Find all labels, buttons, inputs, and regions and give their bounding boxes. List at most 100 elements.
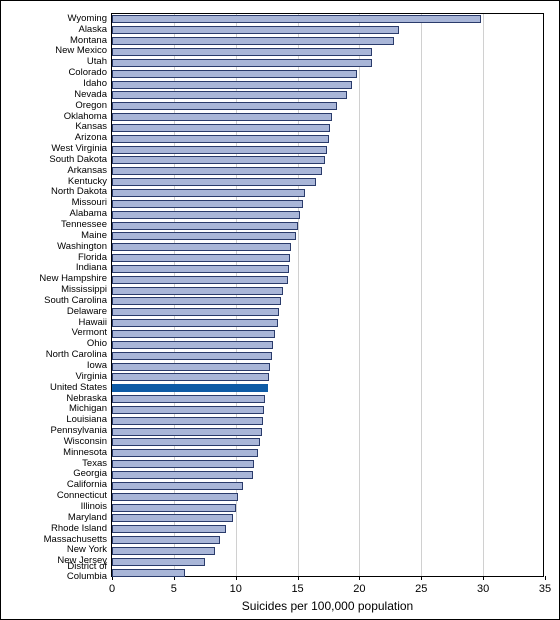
bar (112, 482, 243, 490)
bar (112, 569, 185, 577)
bar (112, 449, 258, 457)
x-tickmark (298, 576, 299, 580)
bar (112, 395, 265, 403)
gridline (359, 14, 360, 576)
y-axis-label: Mississippi (61, 285, 107, 295)
bar (112, 189, 305, 197)
y-axis-label: Rhode Island (51, 524, 107, 534)
gridline (421, 14, 422, 576)
bar (112, 471, 253, 479)
x-axis-title: Suicides per 100,000 population (111, 599, 544, 613)
bar (112, 254, 290, 262)
bar (112, 406, 264, 414)
x-tickmark (545, 576, 546, 580)
chart-container: Suicides per 100,000 population 05101520… (0, 0, 560, 620)
bar (112, 558, 205, 566)
bar (112, 70, 357, 78)
x-tickmark (174, 576, 175, 580)
x-tick-label: 20 (353, 583, 365, 595)
y-axis-label: Florida (78, 253, 107, 263)
bar (112, 373, 269, 381)
x-tick-label: 0 (109, 583, 115, 595)
bar (112, 297, 281, 305)
y-axis-label: Michigan (69, 404, 107, 414)
y-axis-label: Arizona (75, 133, 107, 143)
bar (112, 330, 275, 338)
bar (112, 493, 238, 501)
bar (112, 146, 327, 154)
y-axis-label: Minnesota (63, 448, 107, 458)
bar (112, 525, 226, 533)
y-axis-label: Oklahoma (64, 112, 107, 122)
x-tickmark (359, 576, 360, 580)
bar (112, 91, 347, 99)
bar (112, 211, 300, 219)
bar (112, 536, 220, 544)
bar (112, 124, 330, 132)
bar (112, 232, 296, 240)
y-axis-label: Delaware (67, 307, 107, 317)
bar (112, 15, 481, 23)
y-axis-label: Connecticut (57, 491, 107, 501)
y-axis-label: Texas (82, 459, 107, 469)
x-tick-label: 25 (415, 583, 427, 595)
bar (112, 222, 298, 230)
y-axis-label: Maryland (68, 513, 107, 523)
bar (112, 243, 291, 251)
bar (112, 81, 352, 89)
bar (112, 37, 394, 45)
y-axis-label: New Mexico (55, 46, 107, 56)
x-tick-label: 10 (230, 583, 242, 595)
y-axis-label: Iowa (87, 361, 107, 371)
y-axis-label: Pennsylvania (50, 426, 107, 436)
x-tickmark (421, 576, 422, 580)
bar (112, 265, 289, 273)
bar (112, 59, 372, 67)
y-axis-label: New York (67, 545, 107, 555)
x-tick-label: 35 (539, 583, 551, 595)
bar (112, 26, 399, 34)
y-axis-label: Indiana (76, 263, 107, 273)
bar (112, 48, 372, 56)
y-axis-label: Vermont (72, 328, 107, 338)
y-axis-label: Hawaii (78, 318, 107, 328)
bar (112, 156, 325, 164)
y-axis-label: West Virginia (51, 144, 107, 154)
bar (112, 167, 322, 175)
y-axis-label: North Carolina (46, 350, 107, 360)
y-axis-label: Illinois (81, 502, 107, 512)
gridline (483, 14, 484, 576)
y-axis-label: Colorado (68, 68, 107, 78)
y-axis-label: South Carolina (44, 296, 107, 306)
plot-area (111, 13, 544, 577)
y-axis-label: Kansas (75, 122, 107, 132)
y-axis-label: Maine (81, 231, 107, 241)
y-axis-label: New Hampshire (39, 274, 107, 284)
x-tickmark (236, 576, 237, 580)
y-axis-label: Nebraska (66, 394, 107, 404)
bar (112, 504, 236, 512)
x-tick-label: 30 (477, 583, 489, 595)
bar (112, 352, 272, 360)
bar (112, 276, 288, 284)
bar (112, 438, 260, 446)
y-axis-label: Montana (70, 36, 107, 46)
x-tickmark (112, 576, 113, 580)
y-axis-label: Utah (87, 57, 107, 67)
bar (112, 113, 332, 121)
y-axis-label: Arkansas (67, 166, 107, 176)
bar (112, 308, 279, 316)
y-axis-label: California (67, 480, 107, 490)
x-tick-label: 15 (291, 583, 303, 595)
bar (112, 417, 263, 425)
bar (112, 287, 283, 295)
bar (112, 178, 316, 186)
y-axis-label: Washington (57, 242, 107, 252)
y-axis-label: South Dakota (49, 155, 107, 165)
bar (112, 384, 268, 392)
bar (112, 428, 262, 436)
y-axis-label: Wyoming (67, 14, 107, 24)
y-axis-label: Wisconsin (64, 437, 107, 447)
y-axis-label: North Dakota (51, 187, 107, 197)
bar (112, 341, 273, 349)
